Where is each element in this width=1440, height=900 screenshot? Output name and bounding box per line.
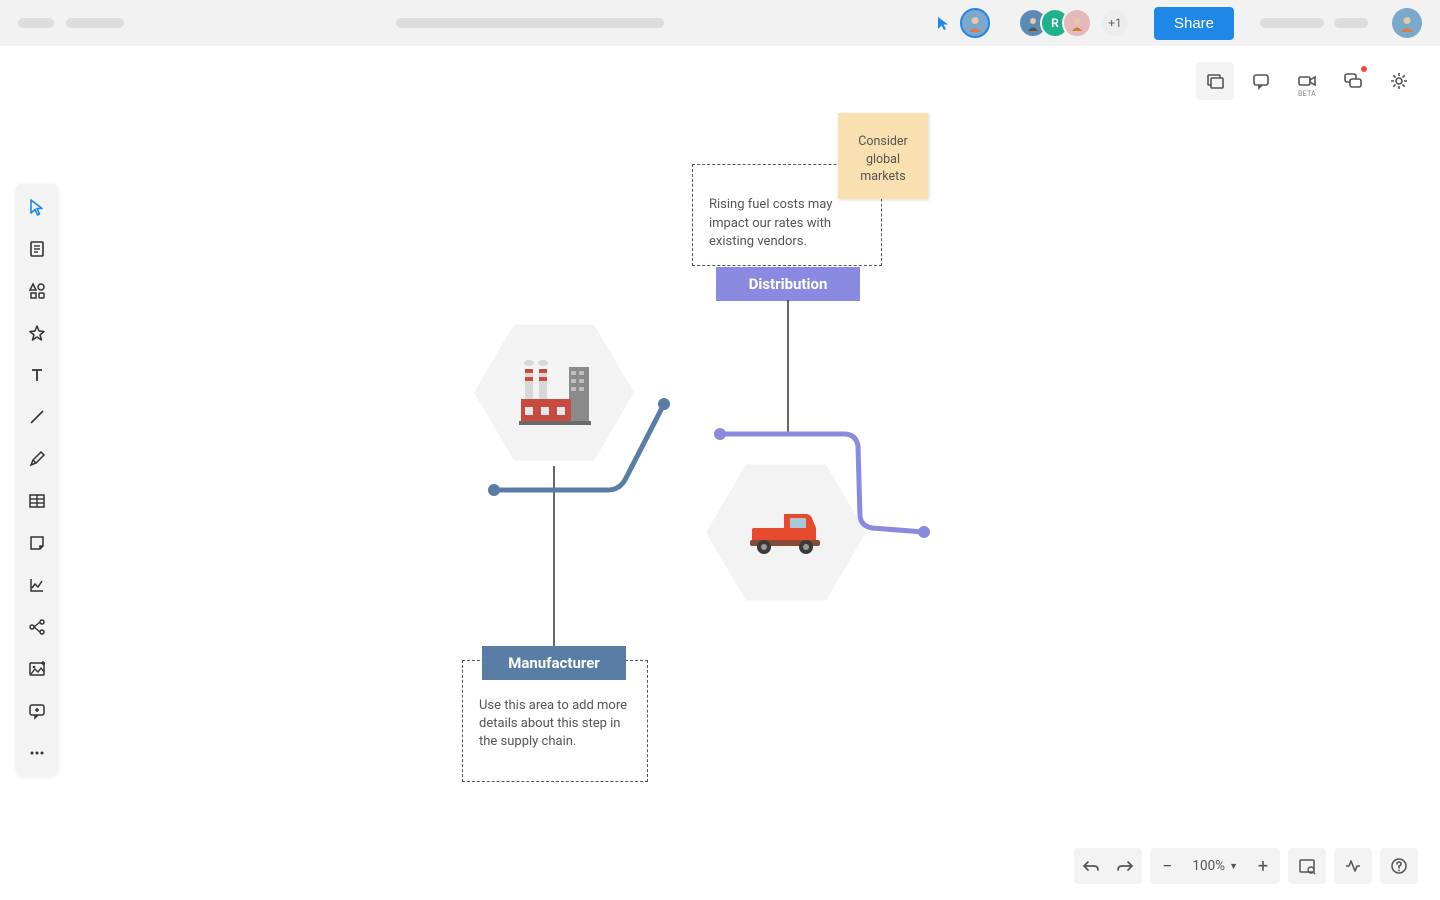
header-center xyxy=(124,18,936,28)
factory-icon xyxy=(517,359,591,427)
share-button[interactable]: Share xyxy=(1154,7,1234,40)
sticky-note[interactable]: Consider global markets xyxy=(838,113,928,199)
hexagon-truck[interactable] xyxy=(706,460,866,605)
detail-text: Use this area to add more details about … xyxy=(479,698,627,749)
connector-endpoint[interactable] xyxy=(918,526,930,538)
profile-avatar[interactable] xyxy=(1392,8,1422,38)
node-manufacturer[interactable]: Manufacturer xyxy=(482,646,626,680)
connector-endpoint[interactable] xyxy=(488,484,500,496)
node-label: Distribution xyxy=(749,275,828,293)
avatar-stack[interactable]: R xyxy=(1018,8,1092,38)
avatar[interactable] xyxy=(1062,8,1092,38)
sticky-text: Consider global markets xyxy=(858,134,908,184)
zoom-in-button[interactable]: + xyxy=(1246,848,1280,884)
zoom-group: − 100%▼ + xyxy=(1150,848,1280,884)
node-distribution[interactable]: Distribution xyxy=(716,267,860,301)
diagram-canvas[interactable]: Rising fuel costs may impact our rates w… xyxy=(0,46,1440,900)
minimap-button[interactable] xyxy=(1288,848,1326,884)
header-skeleton xyxy=(1260,18,1324,28)
avatar[interactable] xyxy=(960,8,990,38)
connector-endpoint[interactable] xyxy=(714,428,726,440)
detail-text: Rising fuel costs may impact our rates w… xyxy=(709,196,865,251)
app-header: R +1 Share xyxy=(0,0,1440,46)
avatar-overflow-count[interactable]: +1 xyxy=(1102,10,1128,36)
undo-redo-group xyxy=(1074,848,1142,884)
connector-endpoint[interactable] xyxy=(658,398,670,410)
header-skeleton xyxy=(18,18,54,28)
help-button[interactable] xyxy=(1380,848,1418,884)
connector-vertical xyxy=(787,300,789,434)
header-skeleton xyxy=(66,18,124,28)
header-skeleton xyxy=(1334,18,1368,28)
zoom-out-button[interactable]: − xyxy=(1150,848,1184,884)
redo-button[interactable] xyxy=(1108,848,1142,884)
header-right: R +1 Share xyxy=(936,7,1422,40)
bottom-bar: − 100%▼ + xyxy=(1074,848,1418,884)
activity-button[interactable] xyxy=(1334,848,1372,884)
node-label: Manufacturer xyxy=(508,654,600,672)
title-skeleton xyxy=(396,18,664,28)
undo-button[interactable] xyxy=(1074,848,1108,884)
hexagon-factory[interactable] xyxy=(474,320,634,465)
connector-vertical xyxy=(553,466,555,646)
zoom-level[interactable]: 100%▼ xyxy=(1184,858,1246,874)
presence-cursor-icon xyxy=(936,15,952,31)
header-left xyxy=(18,18,124,28)
truck-icon xyxy=(746,510,826,556)
